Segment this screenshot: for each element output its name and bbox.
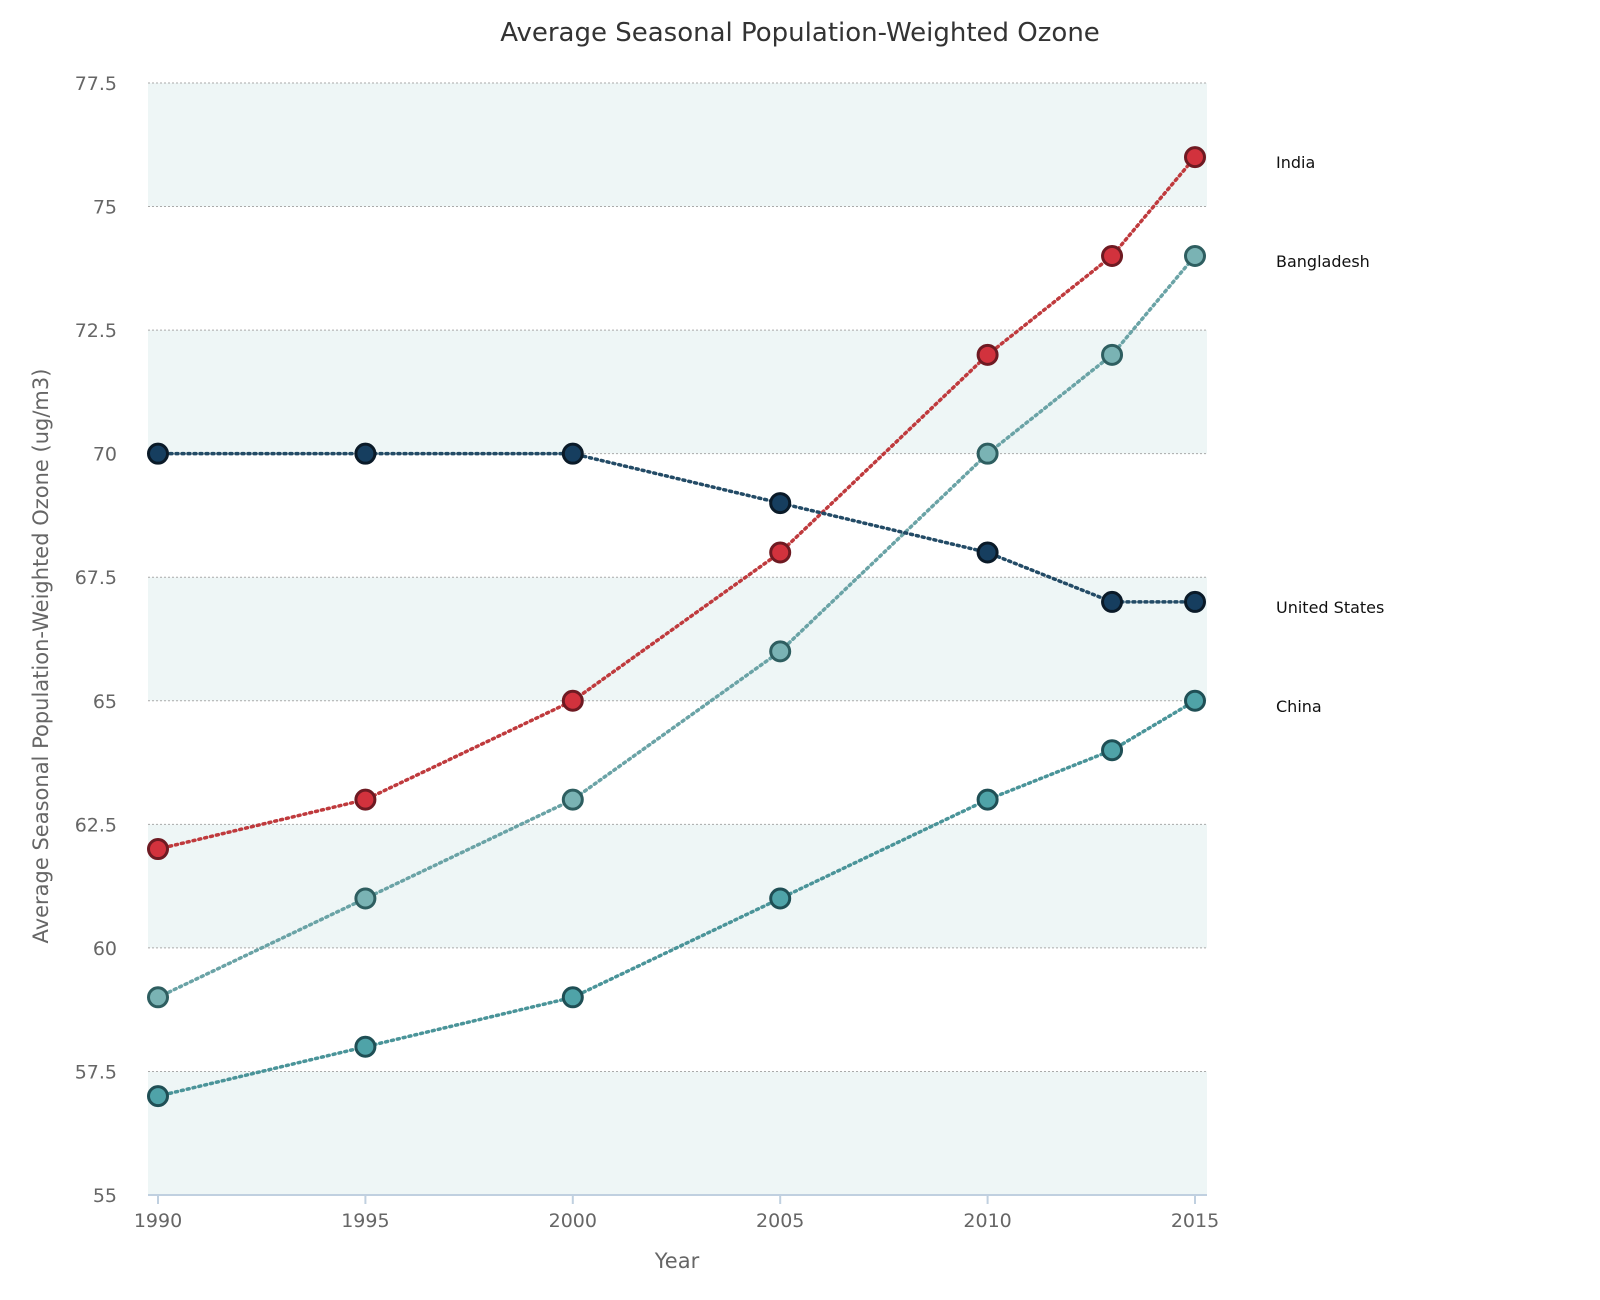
data-point-india[interactable] (561, 689, 584, 712)
data-point-china[interactable] (976, 788, 999, 811)
y-axis-ticks: 55 57.5 60 62.5 65 67.5 70 72.5 75 77.5 (75, 73, 117, 1207)
data-point-bangladesh[interactable] (1101, 343, 1124, 366)
data-point-united-states[interactable] (147, 442, 169, 465)
x-tick-label: 2015 (1171, 1210, 1219, 1232)
plot-band (148, 330, 1207, 454)
series-markers (147, 146, 1206, 1108)
series-line-india (156, 155, 1197, 851)
data-point-bangladesh[interactable] (1184, 244, 1206, 267)
plot-band (148, 577, 1207, 701)
data-point-united-states[interactable] (354, 442, 377, 465)
data-point-united-states[interactable] (769, 492, 792, 515)
x-axis-title: Year (654, 1249, 700, 1273)
data-point-china[interactable] (1101, 739, 1124, 762)
series-label-india: India (1276, 153, 1315, 172)
plot-bands (148, 83, 1207, 1195)
x-axis-ticks: 1990 1995 2000 2005 2010 2015 (134, 1195, 1219, 1232)
x-tick-label: 2005 (756, 1210, 804, 1232)
series-label-united-states: United States (1276, 598, 1384, 617)
y-tick-label: 77.5 (75, 73, 117, 95)
y-tick-label: 55 (93, 1185, 117, 1207)
data-point-china[interactable] (561, 986, 584, 1009)
data-point-india[interactable] (147, 838, 169, 861)
data-point-india[interactable] (1101, 244, 1124, 267)
y-tick-label: 57.5 (75, 1061, 117, 1083)
data-point-united-states[interactable] (1184, 590, 1206, 613)
y-tick-label: 67.5 (75, 567, 117, 589)
x-tick-label: 1995 (341, 1210, 389, 1232)
data-point-bangladesh[interactable] (147, 986, 169, 1009)
data-point-india[interactable] (354, 788, 377, 811)
x-tick-label: 2010 (963, 1210, 1011, 1232)
data-point-china[interactable] (354, 1035, 377, 1058)
data-point-china[interactable] (769, 887, 792, 910)
y-tick-label: 65 (93, 691, 117, 713)
data-point-united-states[interactable] (1101, 590, 1124, 613)
series-labels: India Bangladesh United States China (1276, 153, 1384, 716)
y-tick-label: 72.5 (75, 320, 117, 342)
data-point-china[interactable] (147, 1085, 169, 1108)
y-tick-label: 70 (93, 444, 117, 466)
plot-band (148, 1071, 1207, 1195)
data-point-united-states[interactable] (976, 541, 999, 564)
data-point-china[interactable] (1184, 689, 1206, 712)
chart-title: Average Seasonal Population-Weighted Ozo… (500, 18, 1100, 48)
data-point-bangladesh[interactable] (976, 442, 999, 465)
y-axis-title: Average Seasonal Population-Weighted Ozo… (29, 369, 53, 944)
data-point-bangladesh[interactable] (769, 640, 792, 663)
x-tick-label: 2000 (549, 1210, 597, 1232)
y-tick-label: 75 (93, 197, 117, 219)
data-point-bangladesh[interactable] (561, 788, 584, 811)
y-tick-label: 60 (93, 938, 117, 960)
series-label-china: China (1276, 697, 1322, 716)
plot-band (148, 83, 1207, 207)
data-point-united-states[interactable] (561, 442, 584, 465)
y-tick-label: 62.5 (75, 814, 117, 836)
data-point-bangladesh[interactable] (354, 887, 377, 910)
x-tick-label: 1990 (134, 1210, 182, 1232)
plot-band (148, 824, 1207, 948)
data-point-india[interactable] (769, 541, 792, 564)
series-label-bangladesh: Bangladesh (1276, 252, 1370, 271)
data-point-india[interactable] (976, 343, 999, 366)
data-point-india[interactable] (1184, 146, 1206, 169)
